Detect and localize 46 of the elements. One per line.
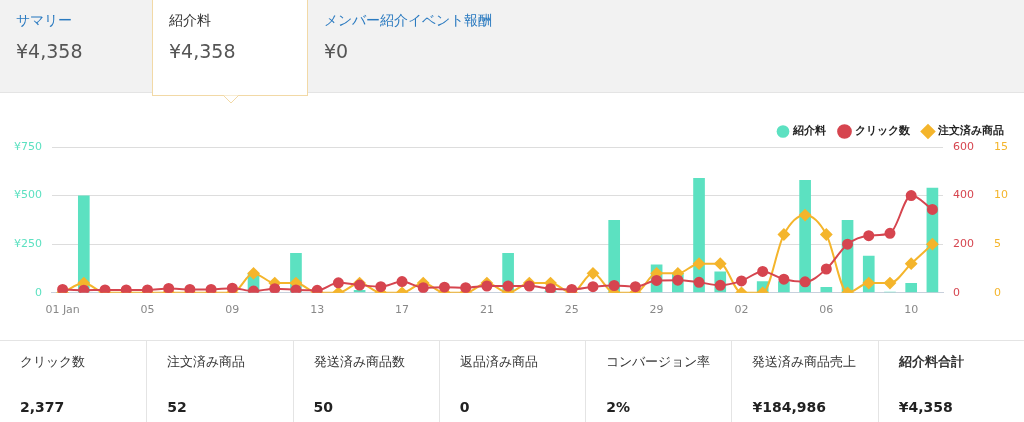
text: 返品済み商品 xyxy=(459,353,538,371)
text: 50 xyxy=(313,399,334,415)
text: 発送済み商品数 xyxy=(313,353,405,371)
text: 2% xyxy=(606,399,630,415)
y3-tick-label: 15 xyxy=(994,139,1008,153)
text: 発送済み商品売上 xyxy=(752,353,857,371)
text: ¥184,986 xyxy=(752,399,826,415)
y-tick-label: ¥250 xyxy=(13,237,42,251)
y3-tick-label: 10 xyxy=(994,188,1008,202)
text: クリック数 xyxy=(20,353,85,371)
text: メンバー紹介イベント報酬 xyxy=(324,12,492,30)
x-tick-label: 21 xyxy=(479,303,494,317)
text: コンバージョン率 xyxy=(606,353,711,371)
x-tick-label: 29 xyxy=(649,303,664,317)
text: ¥4,358 xyxy=(898,399,953,415)
x-tick-label: 25 xyxy=(564,303,579,317)
y-tick-label: 0 xyxy=(34,285,42,299)
y2-tick-label: 400 xyxy=(953,188,975,202)
text: 2,377 xyxy=(20,399,65,415)
text: 0 xyxy=(459,399,470,415)
text: ¥4,358 xyxy=(169,40,236,62)
text: 紹介料 xyxy=(169,12,211,30)
x-tick-label: 02 xyxy=(734,303,749,317)
x-tick-label: 17 xyxy=(395,303,410,317)
x-tick-label: 13 xyxy=(310,303,325,317)
y3-tick-label: 5 xyxy=(994,237,1001,251)
x-tick-label: 10 xyxy=(904,303,919,317)
x-tick-label: 05 xyxy=(140,303,155,317)
y-tick-label: ¥500 xyxy=(13,188,42,202)
x-tick-label: 01 Jan xyxy=(45,303,80,317)
text: ¥0 xyxy=(324,40,349,62)
text: サマリー xyxy=(16,12,72,30)
y2-tick-label: 0 xyxy=(953,285,961,299)
y2-tick-label: 600 xyxy=(953,139,975,153)
x-tick-label: 09 xyxy=(225,303,240,317)
text: 紹介料合計 xyxy=(898,353,964,371)
text: 注文済み商品 xyxy=(167,353,246,371)
legend-label: 注文済み商品 xyxy=(937,124,1004,138)
x-tick-label: 06 xyxy=(819,303,834,317)
text: ¥4,358 xyxy=(16,40,83,62)
y3-tick-label: 0 xyxy=(994,285,1001,299)
legend-label: クリック数 xyxy=(854,124,911,138)
text: 52 xyxy=(167,399,187,415)
y2-tick-label: 200 xyxy=(953,237,975,251)
y-tick-label: ¥750 xyxy=(13,139,42,153)
legend-label: 紹介料 xyxy=(792,124,826,138)
